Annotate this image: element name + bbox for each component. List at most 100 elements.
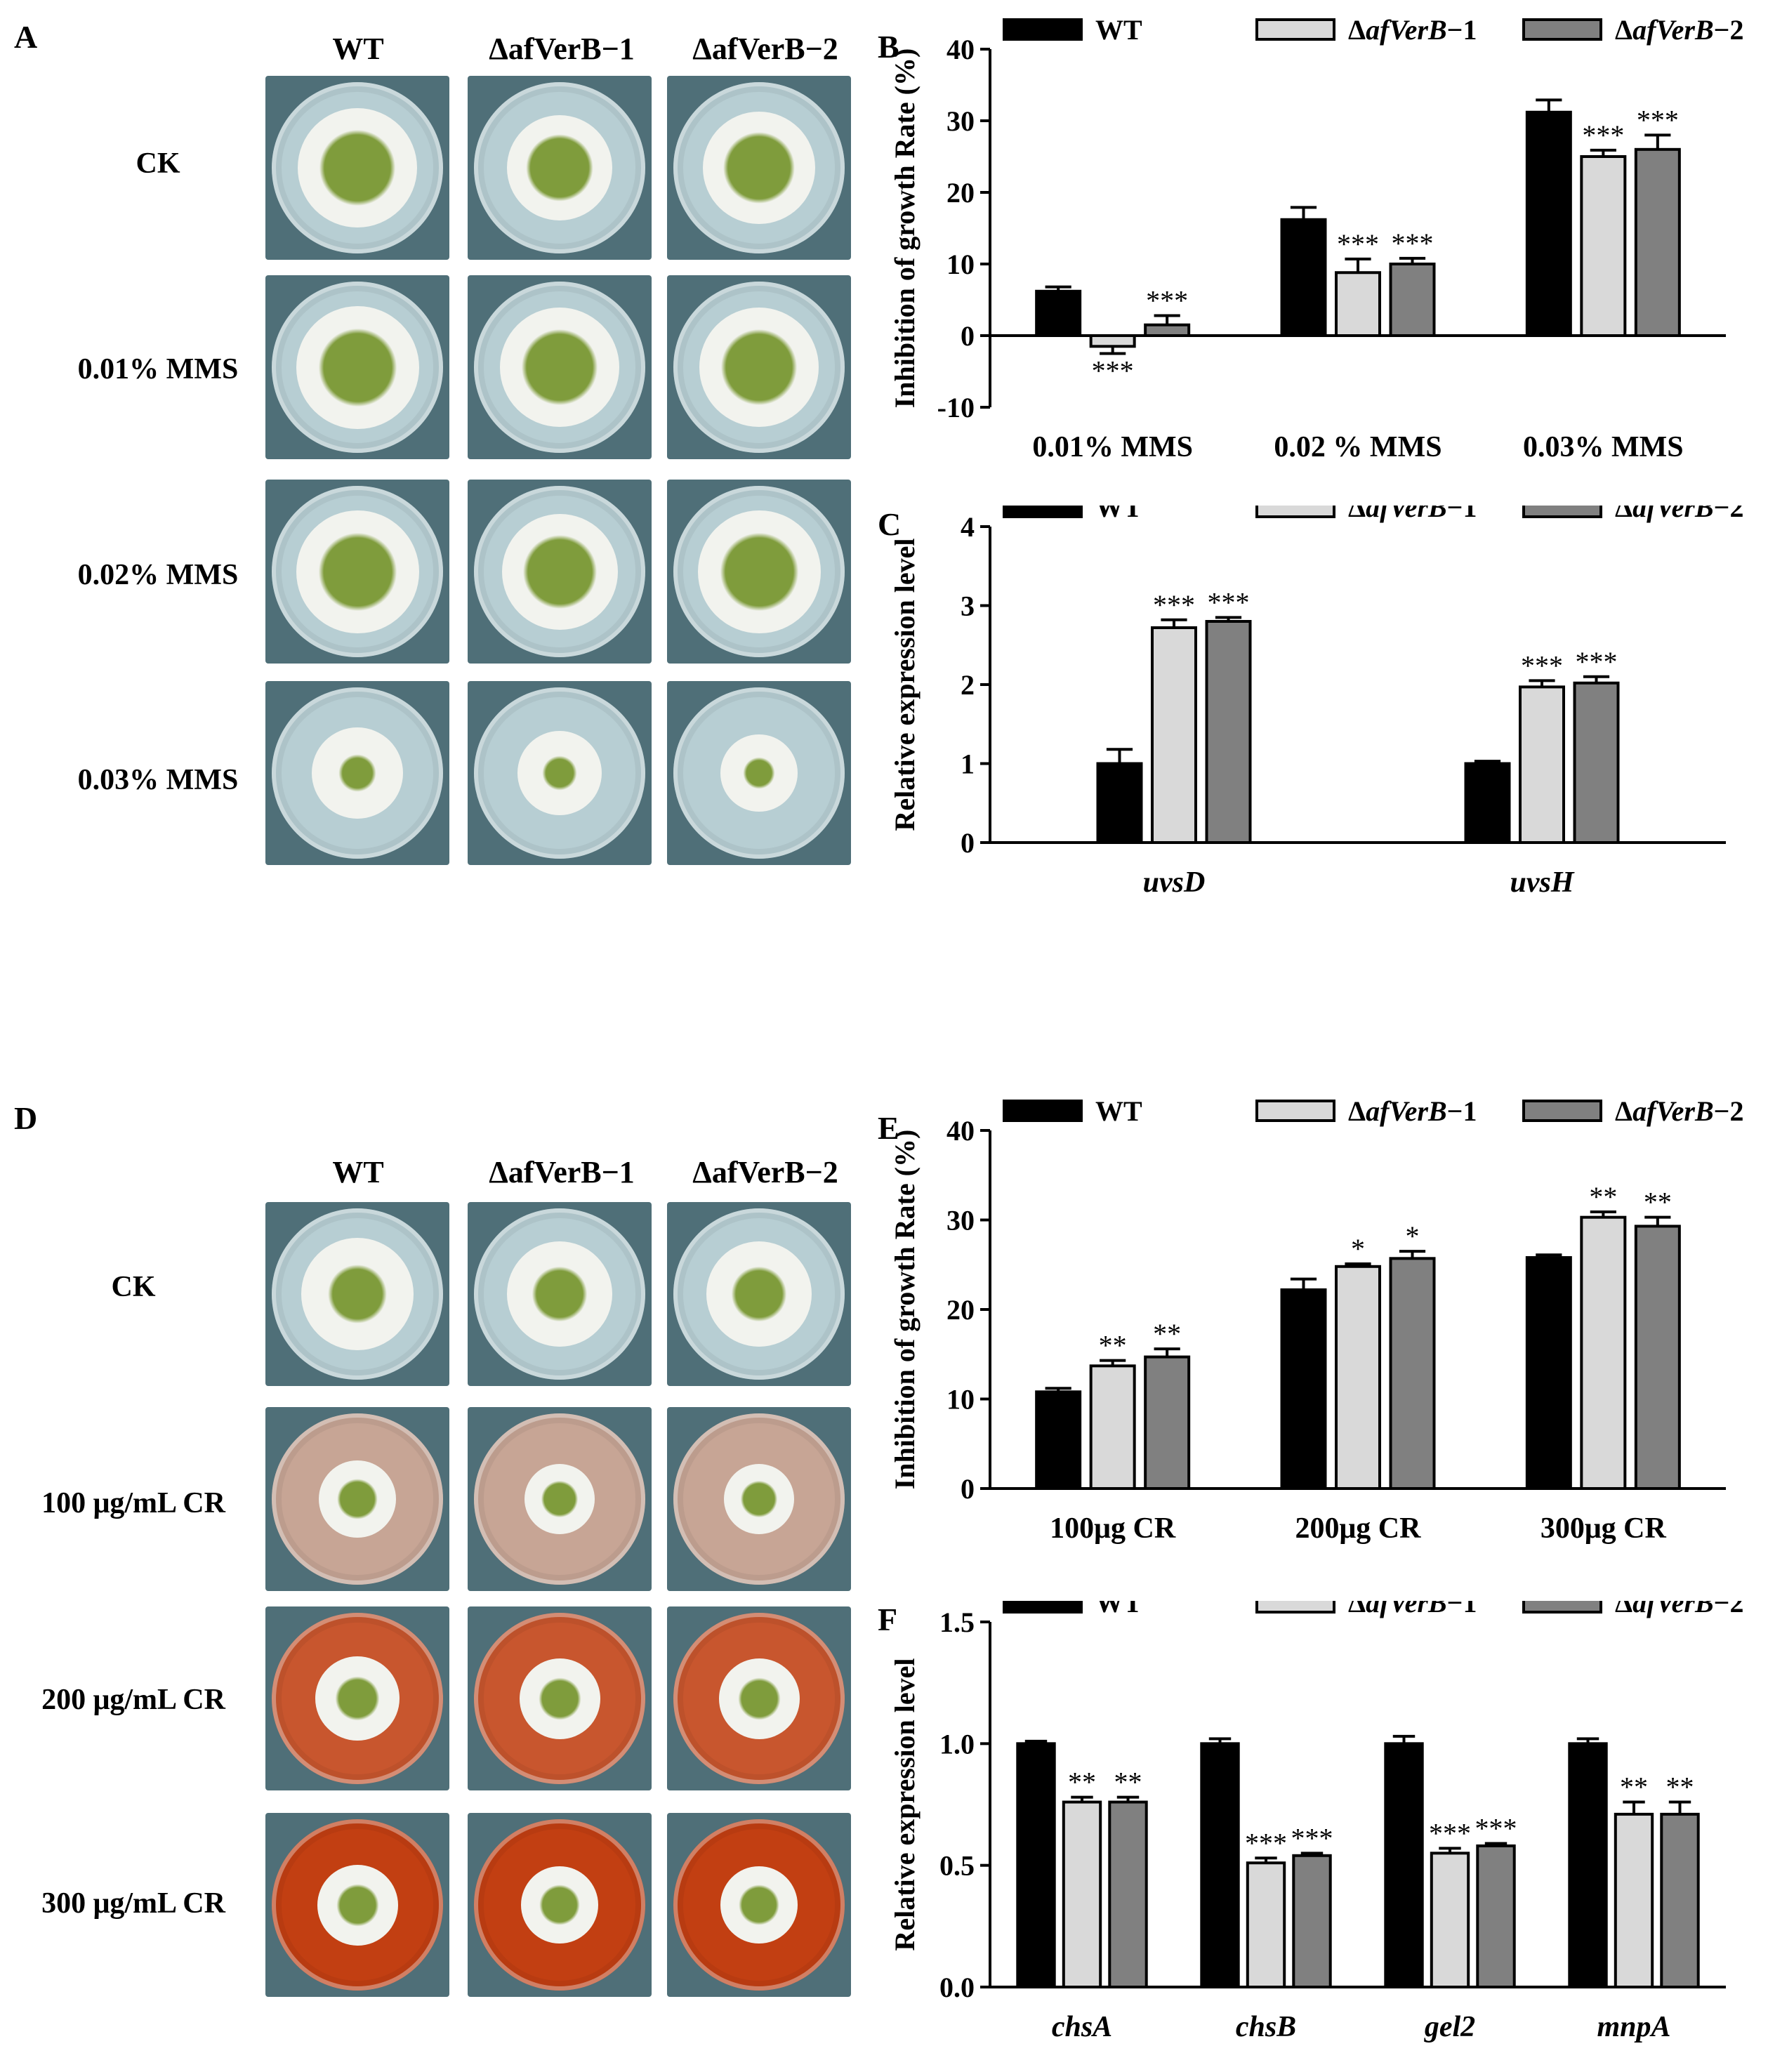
panel-a-row-mms-002: 0.02% MMS (77, 559, 239, 591)
significance-label: *** (1429, 1817, 1471, 1849)
significance-label: *** (1245, 1827, 1287, 1859)
plate-a-r1-c1 (265, 76, 449, 260)
y-tick-label: 0.0 (939, 1972, 975, 2003)
y-tick-label: 1 (961, 748, 975, 780)
legend-swatch-3 (1522, 1601, 1602, 1614)
legend-label-3: ΔafVerB−2 (1615, 1095, 1743, 1127)
fungal-colony (525, 1464, 595, 1534)
panel-a-col-mut1: ΔafVerB−1 (489, 32, 635, 66)
legend-label-3: ΔafVerB−2 (1615, 14, 1743, 46)
plate-a-r1-c2 (468, 76, 652, 260)
bar-f-c1-s1 (1016, 1742, 1056, 1988)
panel-d-row-cr-100: 100 μg/mL CR (41, 1487, 225, 1519)
panel-letter-f: F (878, 1602, 897, 1637)
plate-a-r3-c1 (265, 480, 449, 664)
legend-swatch-3 (1522, 506, 1602, 518)
y-tick-label: 0 (961, 827, 975, 859)
plate-d-r3-c3 (667, 1606, 851, 1790)
x-tick-label: chsB (1236, 2011, 1296, 2043)
y-tick-label: 0 (961, 320, 975, 352)
plate-a-r4-c1 (265, 681, 449, 865)
legend-swatch-1 (1003, 18, 1083, 41)
plate-d-r1-c3 (667, 1202, 851, 1386)
panel-letter-b: B (878, 29, 899, 65)
plate-a-r2-c1 (265, 275, 449, 459)
plate-a-r4-c3 (667, 681, 851, 865)
significance-label: *** (1576, 646, 1618, 678)
legend-label-2: ΔafVerB−1 (1348, 14, 1477, 46)
plate-d-r4-c1 (265, 1813, 449, 1997)
significance-label: ** (1620, 1771, 1648, 1803)
bar-f-c1-s3 (1108, 1800, 1148, 1988)
panel-d-row-cr-300: 300 μg/mL CR (41, 1887, 225, 1920)
bar-b-c1-s3 (1144, 323, 1191, 338)
significance-label: ** (1644, 1187, 1672, 1218)
panel-letter-d: D (14, 1100, 38, 1136)
bar-b-c3-s3 (1634, 147, 1681, 338)
legend-label-2: ΔafVerB−1 (1348, 1601, 1477, 1618)
bar-b-c2-s2 (1335, 271, 1381, 337)
plate-d-r2-c1 (265, 1407, 449, 1591)
legend-label-1: WT (1095, 1601, 1142, 1618)
bar-f-c3-s1 (1384, 1742, 1424, 1988)
bar-f-c2-s1 (1200, 1742, 1240, 1988)
bar-f-c4-s3 (1660, 1812, 1700, 1988)
bar-b-c2-s3 (1389, 263, 1436, 337)
significance-label: * (1406, 1220, 1420, 1252)
bar-e-c3-s2 (1580, 1215, 1627, 1491)
fungal-colony (507, 1241, 612, 1347)
plate-d-r1-c2 (468, 1202, 652, 1386)
y-tick-label: 1.5 (939, 1606, 975, 1638)
plate-a-r4-c2 (468, 681, 652, 865)
significance-label: *** (1475, 1812, 1517, 1844)
significance-label: *** (1637, 104, 1679, 136)
x-tick-label: mnpA (1597, 2011, 1670, 2043)
significance-label: *** (1582, 119, 1624, 151)
plate-d-r2-c3 (667, 1407, 851, 1591)
fungal-colony (296, 305, 419, 429)
bar-f-c2-s3 (1292, 1854, 1332, 1988)
legend-swatch-2 (1255, 1100, 1335, 1122)
fungal-colony (720, 734, 798, 812)
y-tick-label: 10 (946, 1384, 975, 1416)
y-axis-label: Relative expression level (889, 1658, 921, 1951)
y-tick-label: 10 (946, 249, 975, 280)
fungal-colony (319, 1460, 396, 1538)
bar-c-c2-s1 (1464, 762, 1511, 844)
x-tick-label: 300μg CR (1541, 1512, 1667, 1545)
significance-label: ** (1068, 1767, 1096, 1798)
bar-f-c3-s3 (1476, 1844, 1516, 1988)
significance-label: *** (1146, 284, 1188, 316)
significance-label: ** (1589, 1181, 1617, 1213)
bar-e-c2-s3 (1389, 1257, 1436, 1490)
legend-swatch-3 (1522, 1100, 1602, 1122)
panel-letter-c: C (878, 506, 901, 542)
x-tick-label: chsA (1052, 2011, 1112, 2043)
panel-letter-a: A (14, 19, 38, 55)
legend-label-2: ΔafVerB−1 (1348, 506, 1477, 523)
fungal-colony (521, 1866, 598, 1944)
x-tick-label: uvsD (1143, 866, 1206, 899)
plate-d-r4-c2 (468, 1813, 652, 1997)
y-tick-label: 3 (961, 590, 975, 622)
significance-label: ** (1114, 1767, 1142, 1798)
fungal-colony (724, 1464, 794, 1534)
y-tick-label: 30 (946, 105, 975, 137)
y-axis-label: Relative expression level (889, 539, 921, 831)
legend-swatch-3 (1522, 18, 1602, 41)
legend-label-3: ΔafVerB−2 (1615, 1601, 1743, 1618)
plate-d-r4-c3 (667, 1813, 851, 1997)
fungal-colony (500, 308, 619, 427)
legend-label-1: WT (1095, 1095, 1142, 1127)
y-tick-label: 40 (946, 34, 975, 65)
y-tick-label: 0.5 (939, 1850, 975, 1882)
panel-letter-e: E (878, 1110, 899, 1146)
x-tick-label: 0.03% MMS (1523, 431, 1684, 463)
x-tick-label: uvsH (1510, 866, 1574, 899)
bar-b-c3-s2 (1580, 155, 1627, 337)
bar-e-c2-s1 (1280, 1288, 1327, 1490)
significance-label: *** (1208, 586, 1250, 618)
x-tick-label: 0.01% MMS (1032, 431, 1193, 463)
